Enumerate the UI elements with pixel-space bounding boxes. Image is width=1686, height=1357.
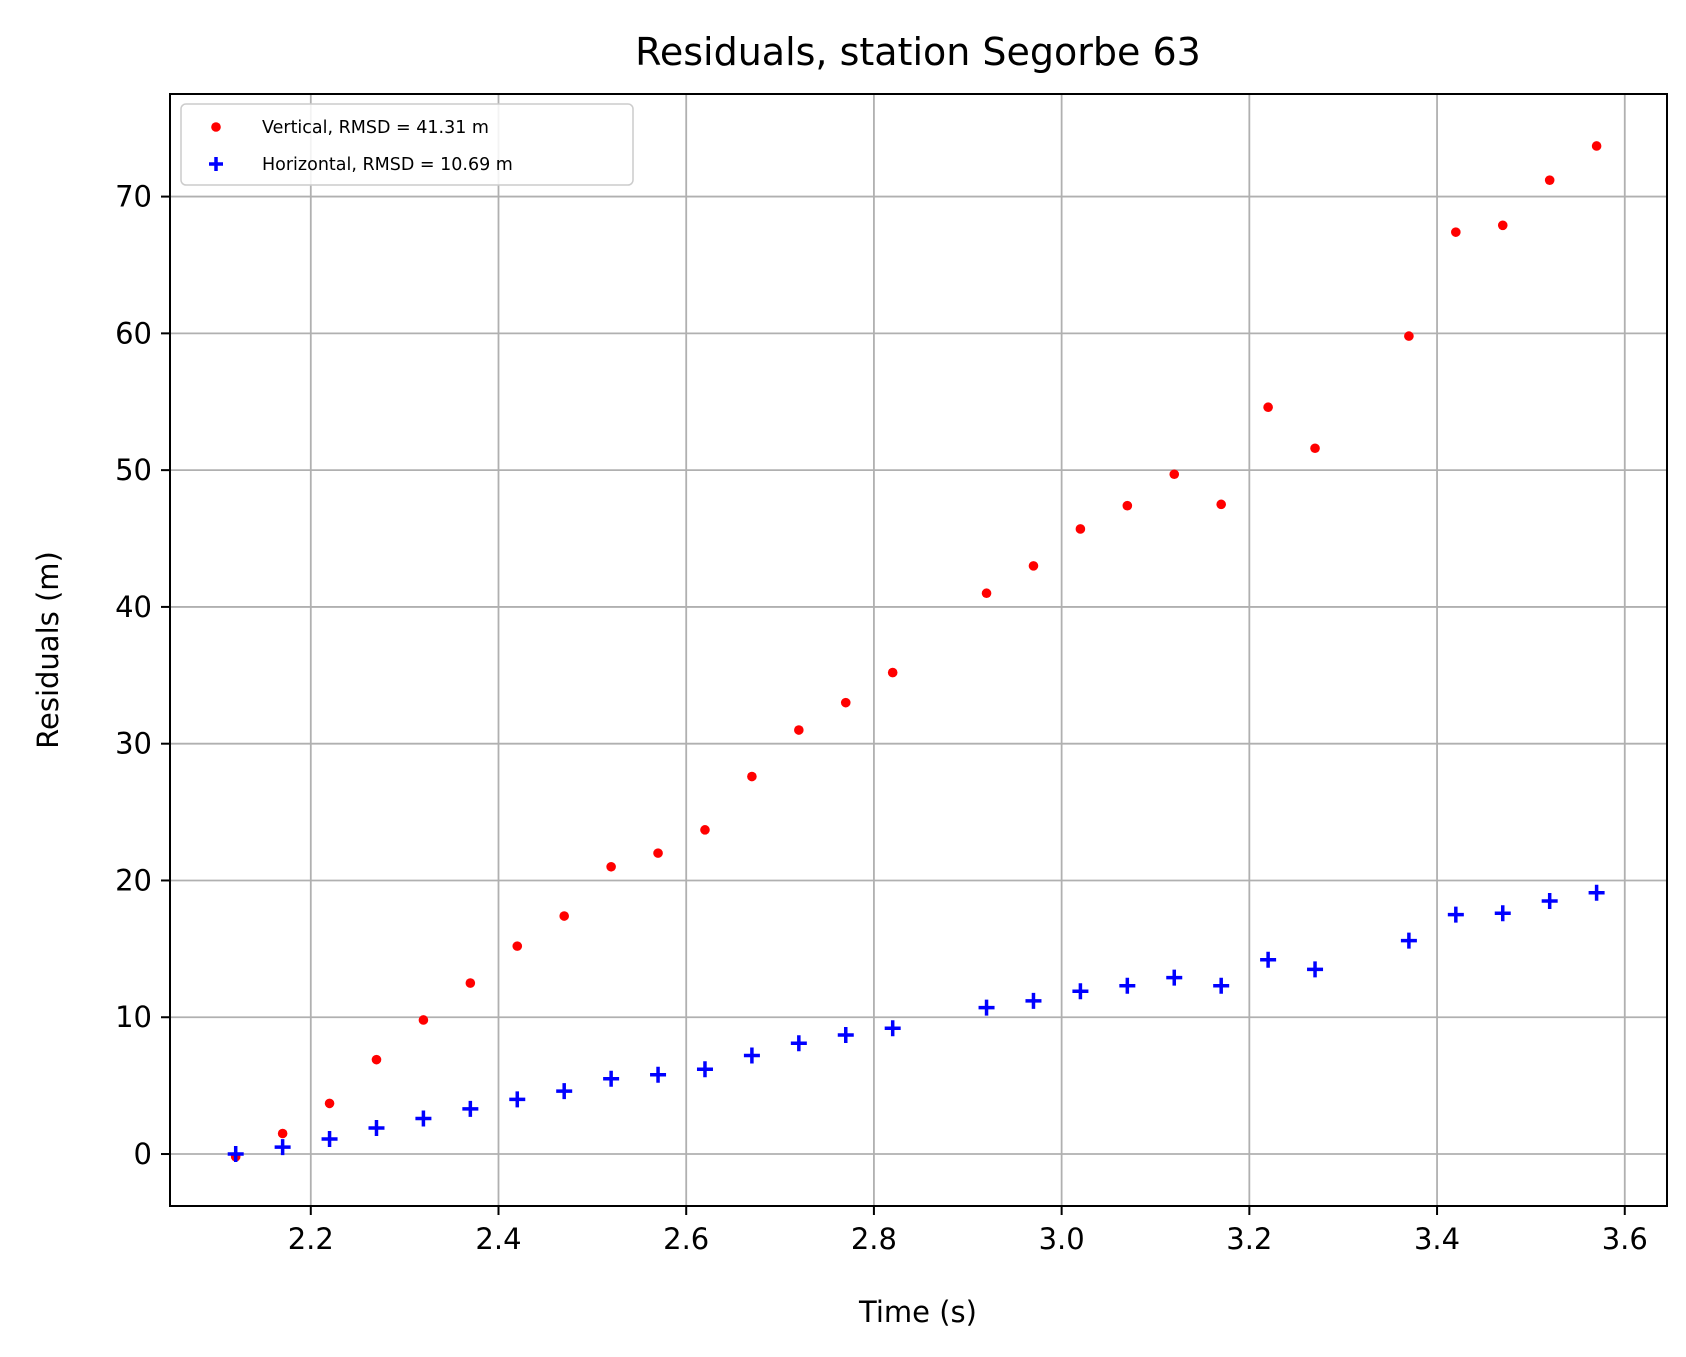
vertical-residual-point: [512, 941, 523, 951]
x-tick-label: 2.6: [663, 1222, 709, 1256]
y-tick-label: 30: [115, 727, 152, 761]
vertical-residual-point: [1169, 469, 1180, 480]
x-tick-label: 2.8: [851, 1222, 897, 1256]
vertical-residual-point: [1310, 443, 1320, 454]
horizontal-residual-point: [1400, 932, 1417, 949]
horizontal-residual-point: [790, 1035, 807, 1052]
x-tick-label: 3.4: [1414, 1222, 1460, 1256]
horizontal-residual-point: [1494, 905, 1511, 922]
x-axis-label: Time (s): [858, 1295, 977, 1329]
plot-frame: [169, 93, 1668, 1207]
vertical-residual-point: [1028, 561, 1039, 571]
legend-box: [180, 103, 634, 186]
vertical-residual-point: [1591, 141, 1602, 151]
horizontal-residual-point: [1307, 961, 1324, 978]
vertical-residual-point: [700, 825, 710, 835]
vertical-residual-point: [1404, 331, 1414, 341]
vertical-residual-point: [747, 771, 757, 782]
horizontal-residual-point: [556, 1083, 573, 1100]
vertical-residual-point: [1216, 499, 1226, 510]
legend-marker-horizontal: [209, 157, 223, 171]
horizontal-residual-point: [368, 1120, 385, 1137]
y-tick-label: 10: [115, 1000, 152, 1034]
horizontal-residual-point: [1447, 906, 1464, 923]
horizontal-residual-point: [227, 1146, 244, 1163]
horizontal-residual-point: [884, 1020, 901, 1037]
horizontal-residual-point: [1260, 951, 1277, 968]
horizontal-residual-point: [1213, 977, 1230, 994]
vertical-residual-point: [1075, 524, 1086, 534]
horizontal-residual-point: [1025, 992, 1042, 1009]
x-tick-label: 3.6: [1602, 1222, 1648, 1256]
x-tick-label: 2.2: [288, 1222, 334, 1256]
horizontal-residual-point: [743, 1047, 760, 1064]
horizontal-residual-point: [1072, 983, 1089, 1000]
vertical-residual-point: [1263, 402, 1273, 413]
chart-title: Residuals, station Segorbe 63: [635, 30, 1201, 74]
vertical-residual-point: [418, 1015, 429, 1025]
y-axis-label: Residuals (m): [31, 551, 65, 749]
vertical-residual-point: [277, 1128, 288, 1139]
horizontal-residual-point: [650, 1066, 667, 1083]
horizontal-residual-point: [321, 1130, 338, 1147]
vertical-residual-point: [559, 911, 569, 921]
horizontal-residual-point: [1588, 884, 1605, 901]
vertical-residual-point: [465, 978, 476, 988]
vertical-residual-point: [371, 1054, 382, 1065]
legend-label-vertical: Vertical, RMSD = 41.31 m: [262, 118, 489, 138]
vertical-residual-point: [653, 848, 663, 858]
vertical-residual-point: [1544, 175, 1555, 185]
legend-label-horizontal: Horizontal, RMSD = 10.69 m: [262, 155, 513, 175]
vertical-residual-point: [1122, 500, 1133, 511]
horizontal-residual-point: [978, 999, 995, 1016]
legend: Vertical, RMSD = 41.31 m Horizontal, RMS…: [180, 103, 634, 186]
vertical-residual-point: [324, 1098, 335, 1109]
grid-lines: [170, 94, 1667, 1206]
vertical-residual-point: [606, 861, 616, 872]
x-tick-label: 2.4: [475, 1222, 521, 1256]
axis-ticks: 2.2 2.4 2.6 2.8 3.0 3.2 3.4 3.6 0 10 20 30 40 50 60 70: [115, 180, 1648, 1256]
vertical-residual-point: [794, 725, 804, 735]
horizontal-residual-point: [603, 1070, 620, 1087]
vertical-residual-point: [1497, 220, 1508, 231]
horizontal-residual-point: [509, 1091, 526, 1108]
legend-marker-vertical: [211, 122, 221, 132]
horizontal-residual-point: [462, 1100, 479, 1117]
vertical-residual-point: [887, 667, 898, 678]
y-tick-label: 60: [115, 316, 152, 350]
data-points: [227, 141, 1605, 1163]
y-tick-label: 50: [115, 453, 152, 487]
horizontal-residual-point: [1119, 977, 1136, 994]
horizontal-residual-point: [837, 1027, 854, 1044]
vertical-residual-point: [981, 588, 992, 599]
horizontal-residual-point: [696, 1061, 713, 1078]
horizontal-residual-point: [274, 1139, 291, 1156]
y-tick-label: 20: [115, 863, 152, 897]
y-tick-label: 0: [134, 1137, 152, 1171]
y-tick-label: 70: [115, 180, 152, 214]
x-tick-label: 3.0: [1039, 1222, 1085, 1256]
y-tick-label: 40: [115, 590, 152, 624]
vertical-residual-point: [1451, 227, 1461, 237]
horizontal-residual-point: [1541, 892, 1558, 909]
horizontal-residual-point: [1166, 969, 1183, 986]
vertical-residual-point: [840, 697, 851, 708]
horizontal-residual-point: [415, 1110, 432, 1127]
x-tick-label: 3.2: [1226, 1222, 1272, 1256]
